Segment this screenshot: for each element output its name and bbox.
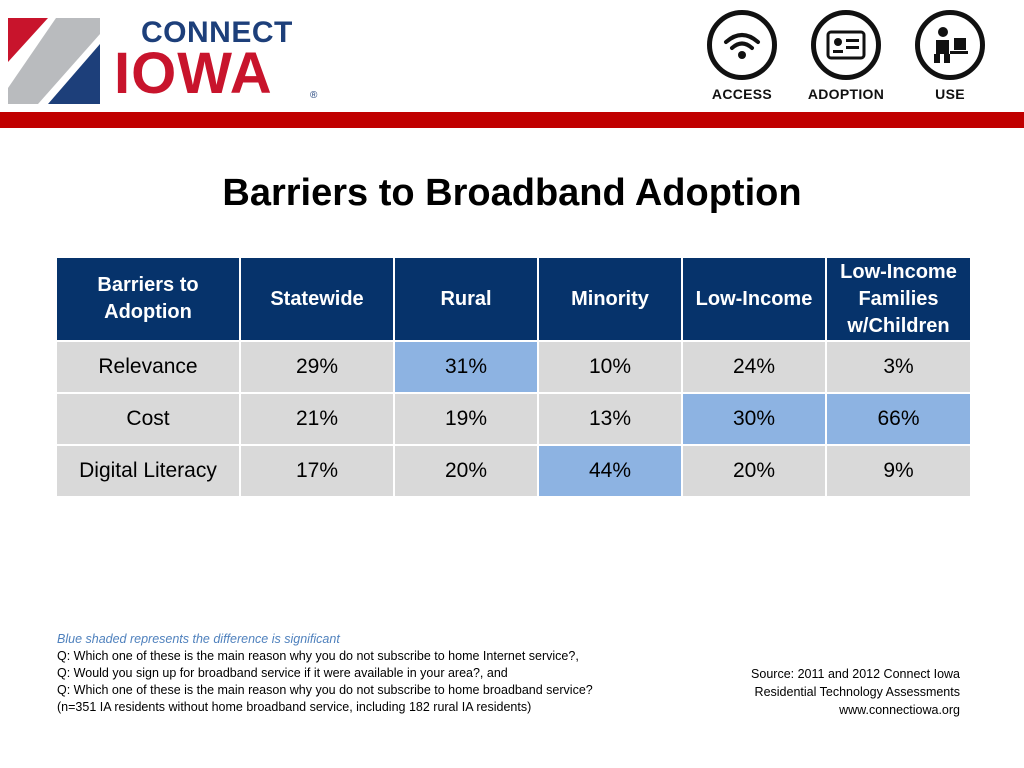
logo-text-iowa: IOWA bbox=[114, 41, 273, 106]
row-label: Cost bbox=[55, 392, 241, 446]
column-header: Low-Income Families w/Children bbox=[825, 256, 972, 342]
barriers-table: Barriers to Adoption Statewide Rural Min… bbox=[55, 256, 972, 498]
sample-size-note: (n=351 IA residents without home broadba… bbox=[57, 700, 532, 714]
significance-legend: Blue shaded represents the difference is… bbox=[57, 632, 340, 646]
table-cell: 20% bbox=[393, 444, 539, 498]
connect-iowa-logo: CONNECT IOWA ® bbox=[8, 14, 328, 106]
source-citation: Source: 2011 and 2012 Connect Iowa Resid… bbox=[660, 665, 960, 719]
table-cell: 31% bbox=[393, 340, 539, 394]
column-header: Statewide bbox=[239, 256, 395, 342]
survey-notes: Blue shaded represents the difference is… bbox=[57, 631, 697, 716]
table-cell: 17% bbox=[239, 444, 395, 498]
column-header: Barriers to Adoption bbox=[55, 256, 241, 342]
access-label: ACCESS bbox=[711, 86, 773, 102]
table-row: Relevance 29% 31% 10% 24% 3% bbox=[55, 340, 972, 394]
table-header-row: Barriers to Adoption Statewide Rural Min… bbox=[55, 256, 972, 342]
person-at-computer-icon bbox=[915, 10, 985, 80]
row-label: Digital Literacy bbox=[55, 444, 241, 498]
row-label: Relevance bbox=[55, 340, 241, 394]
survey-question: Q: Which one of these is the main reason… bbox=[57, 683, 593, 697]
table-cell: 24% bbox=[681, 340, 827, 394]
table-row: Digital Literacy 17% 20% 44% 20% 9% bbox=[55, 444, 972, 498]
column-header: Low-Income bbox=[681, 256, 827, 342]
table-cell: 19% bbox=[393, 392, 539, 446]
table-row: Cost 21% 19% 13% 30% 66% bbox=[55, 392, 972, 446]
table-cell: 29% bbox=[239, 340, 395, 394]
table-cell: 9% bbox=[825, 444, 972, 498]
slide-title: Barriers to Broadband Adoption bbox=[222, 172, 802, 214]
source-line: Residential Technology Assessments bbox=[754, 685, 960, 699]
survey-question: Q: Would you sign up for broadband servi… bbox=[57, 666, 508, 680]
column-header: Minority bbox=[537, 256, 683, 342]
table-cell: 20% bbox=[681, 444, 827, 498]
source-url: www.connectiowa.org bbox=[839, 703, 960, 717]
source-line: Source: 2011 and 2012 Connect Iowa bbox=[751, 667, 960, 681]
use-badge: USE bbox=[908, 10, 992, 102]
header-icon-group: ACCESS ADOPTION USE bbox=[692, 0, 1000, 110]
column-header: Rural bbox=[393, 256, 539, 342]
table-cell: 3% bbox=[825, 340, 972, 394]
certificate-icon bbox=[811, 10, 881, 80]
logo-mark-icon bbox=[8, 18, 100, 104]
table-cell: 66% bbox=[825, 392, 972, 446]
logo-registered-mark: ® bbox=[310, 90, 318, 101]
use-label: USE bbox=[935, 86, 965, 102]
logo-text-connect: CONNECT bbox=[141, 16, 293, 49]
table-cell: 10% bbox=[537, 340, 683, 394]
table-cell: 13% bbox=[537, 392, 683, 446]
adoption-label: ADOPTION bbox=[807, 86, 885, 102]
header-divider-bar bbox=[0, 112, 1024, 128]
survey-question: Q: Which one of these is the main reason… bbox=[57, 649, 579, 663]
table-cell: 30% bbox=[681, 392, 827, 446]
table-cell: 21% bbox=[239, 392, 395, 446]
table-cell: 44% bbox=[537, 444, 683, 498]
access-badge: ACCESS bbox=[700, 10, 784, 102]
adoption-badge: ADOPTION bbox=[804, 10, 888, 102]
wifi-icon bbox=[707, 10, 777, 80]
